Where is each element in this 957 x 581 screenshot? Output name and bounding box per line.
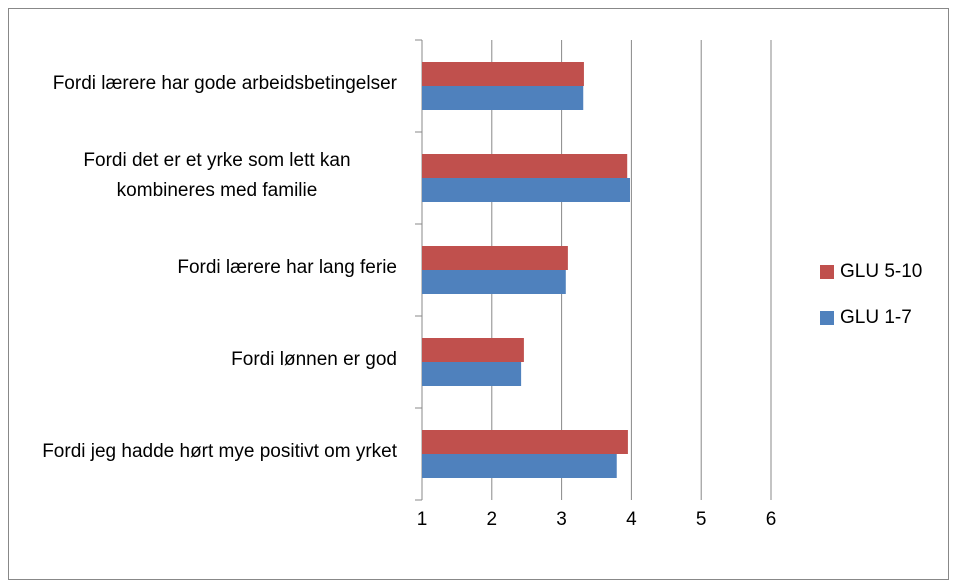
category-label: Fordi lønnen er god — [37, 345, 397, 375]
bar — [422, 246, 568, 270]
x-tick-label: 1 — [417, 509, 428, 530]
category-text: Fordi lønnen er god — [231, 349, 397, 370]
bar — [422, 362, 522, 386]
category-text: Fordi jeg hadde hørt mye positivt om yrk… — [42, 441, 397, 462]
x-tick-label: 2 — [487, 509, 498, 530]
bar — [422, 154, 628, 178]
bar — [422, 338, 524, 362]
legend-swatch — [820, 265, 834, 279]
legend-label: GLU 5-10 — [840, 261, 922, 282]
legend-label: GLU 1-7 — [840, 307, 912, 328]
chart-border — [8, 8, 949, 580]
category-text: Fordi lærere har gode arbeidsbetingelser — [52, 73, 397, 94]
bar — [422, 270, 566, 294]
bar — [422, 430, 628, 454]
category-label: Fordi lærere har gode arbeidsbetingelser — [37, 69, 397, 99]
category-label: Fordi lærere har lang ferie — [37, 253, 397, 283]
legend-swatch — [820, 311, 834, 325]
category-text: Fordi det er et yrke som lett kan kombin… — [83, 150, 351, 201]
category-label: Fordi det er et yrke som lett kan kombin… — [37, 146, 397, 206]
x-tick-label: 4 — [626, 509, 637, 530]
x-tick-label: 5 — [696, 509, 707, 530]
category-label: Fordi jeg hadde hørt mye positivt om yrk… — [37, 437, 397, 467]
category-text: Fordi lærere har lang ferie — [177, 257, 397, 278]
bar — [422, 178, 631, 202]
bar — [422, 86, 584, 110]
bar — [422, 454, 617, 478]
bar — [422, 62, 584, 86]
x-tick-label: 6 — [766, 509, 777, 530]
x-tick-label: 3 — [556, 509, 567, 530]
